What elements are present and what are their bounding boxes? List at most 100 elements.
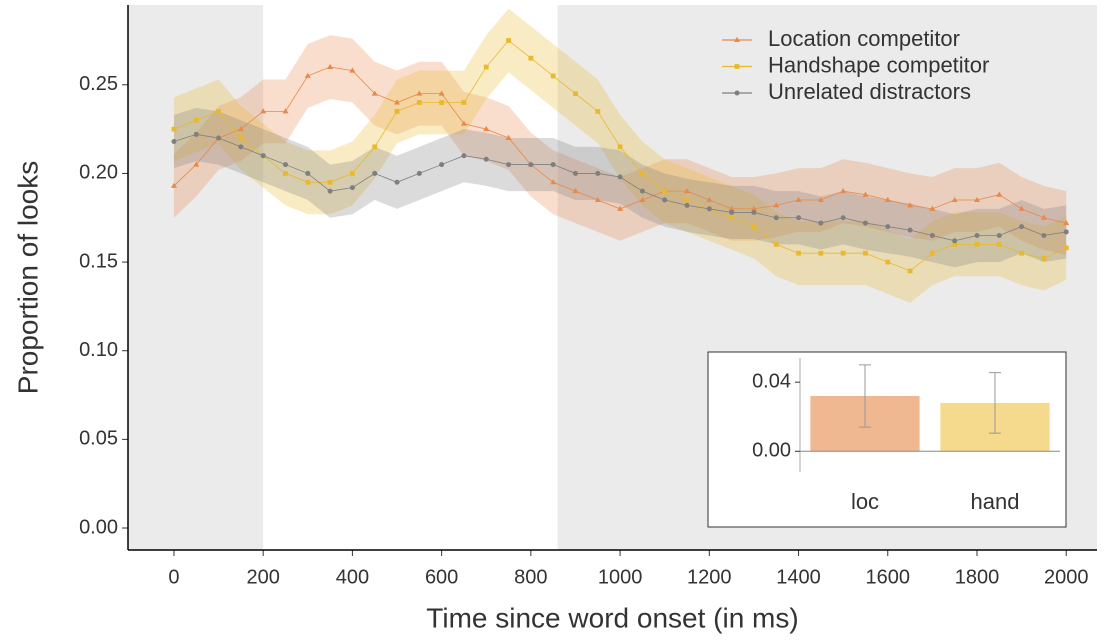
marker bbox=[773, 215, 779, 221]
marker bbox=[372, 170, 378, 176]
legend-label: Handshape competitor bbox=[768, 52, 989, 77]
marker bbox=[260, 153, 266, 159]
marker bbox=[461, 153, 467, 159]
marker bbox=[996, 232, 1002, 238]
marker bbox=[193, 131, 199, 137]
marker bbox=[572, 170, 578, 176]
marker bbox=[751, 224, 757, 230]
marker bbox=[863, 250, 868, 256]
marker bbox=[706, 206, 712, 212]
marker bbox=[416, 100, 422, 105]
y-tick-label: 0.15 bbox=[79, 250, 118, 272]
marker bbox=[840, 187, 847, 194]
y-tick-label: 0.00 bbox=[79, 516, 118, 538]
marker bbox=[885, 259, 891, 265]
marker bbox=[483, 125, 490, 132]
marker bbox=[795, 196, 802, 203]
error-bar bbox=[989, 372, 1001, 434]
marker bbox=[1019, 224, 1025, 230]
x-tick-label: 1000 bbox=[598, 566, 643, 588]
marker bbox=[282, 162, 288, 168]
marker bbox=[506, 38, 511, 43]
marker bbox=[216, 135, 222, 141]
marker bbox=[885, 224, 891, 230]
marker bbox=[728, 205, 735, 211]
marker bbox=[973, 196, 980, 203]
marker bbox=[550, 179, 557, 185]
marker bbox=[573, 91, 578, 97]
marker bbox=[193, 161, 200, 167]
marker bbox=[907, 227, 913, 233]
marker bbox=[171, 126, 177, 132]
marker bbox=[862, 220, 868, 226]
inset-x-tick-label: loc bbox=[851, 489, 879, 514]
marker bbox=[751, 209, 757, 215]
marker bbox=[1063, 245, 1069, 251]
marker bbox=[706, 196, 713, 203]
marker bbox=[907, 268, 913, 274]
marker bbox=[974, 232, 980, 238]
marker bbox=[996, 241, 1002, 247]
marker bbox=[349, 185, 355, 191]
marker bbox=[327, 63, 334, 70]
marker bbox=[305, 179, 311, 185]
marker bbox=[818, 220, 824, 226]
marker bbox=[550, 73, 556, 79]
marker bbox=[639, 196, 646, 203]
marker bbox=[1018, 205, 1025, 211]
marker bbox=[260, 108, 267, 114]
marker bbox=[372, 144, 378, 150]
marker bbox=[439, 162, 445, 168]
marker bbox=[639, 171, 645, 176]
marker bbox=[773, 202, 780, 208]
marker bbox=[951, 196, 958, 203]
marker bbox=[170, 182, 177, 188]
x-tick-label: 1400 bbox=[776, 566, 821, 588]
marker bbox=[1019, 250, 1025, 256]
marker bbox=[1063, 219, 1070, 226]
marker bbox=[818, 250, 824, 256]
marker bbox=[283, 171, 288, 176]
marker bbox=[773, 241, 779, 247]
marker bbox=[729, 209, 735, 215]
y-axis-title: Proportion of looks bbox=[12, 161, 43, 394]
marker bbox=[572, 187, 579, 194]
marker bbox=[528, 162, 534, 168]
marker bbox=[840, 215, 846, 221]
marker bbox=[817, 196, 824, 203]
marker bbox=[461, 100, 467, 105]
marker bbox=[237, 125, 244, 132]
y-tick-label: 0.05 bbox=[79, 428, 118, 450]
marker bbox=[639, 188, 645, 194]
marker bbox=[734, 64, 740, 69]
x-tick-label: 600 bbox=[425, 566, 458, 588]
marker bbox=[1063, 229, 1069, 235]
marker bbox=[327, 188, 333, 194]
marker bbox=[550, 162, 556, 168]
marker bbox=[684, 202, 690, 208]
marker bbox=[595, 108, 601, 114]
inset-plot: 0.00 0.04 loc hand bbox=[707, 351, 1067, 528]
ribbon bbox=[173, 8, 1067, 303]
marker bbox=[327, 179, 333, 185]
x-tick-label: 800 bbox=[514, 566, 547, 588]
x-tick-label: 400 bbox=[336, 566, 369, 588]
marker bbox=[884, 196, 891, 203]
marker bbox=[350, 171, 355, 176]
marker bbox=[734, 90, 740, 96]
legend-label: Unrelated distractors bbox=[768, 79, 971, 104]
marker bbox=[796, 215, 802, 221]
marker bbox=[952, 238, 958, 244]
main-plot: 0.00 0.05 0.10 0.15 0.20 0.25 0 200 400 600 800 100… bbox=[12, 5, 1097, 633]
marker bbox=[684, 187, 691, 194]
marker bbox=[796, 250, 801, 256]
marker bbox=[238, 144, 244, 150]
marker bbox=[617, 144, 623, 150]
marker bbox=[662, 197, 668, 203]
marker bbox=[617, 205, 624, 211]
marker bbox=[734, 36, 740, 42]
marker bbox=[862, 191, 869, 197]
marker bbox=[840, 250, 846, 256]
x-tick-label: 0 bbox=[168, 566, 179, 588]
